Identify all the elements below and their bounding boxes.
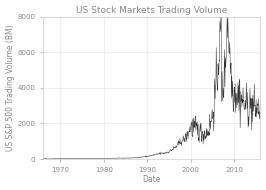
X-axis label: Date: Date	[143, 175, 161, 184]
Title: US Stock Markets Trading Volume: US Stock Markets Trading Volume	[76, 6, 227, 15]
Y-axis label: US S&P 500 Trading Volume (BM): US S&P 500 Trading Volume (BM)	[6, 25, 15, 151]
